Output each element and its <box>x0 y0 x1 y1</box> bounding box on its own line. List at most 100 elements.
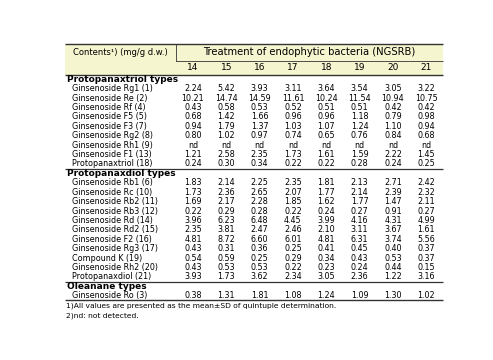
Text: 0.51: 0.51 <box>317 103 335 112</box>
Text: Protopanaxdiol types: Protopanaxdiol types <box>67 169 176 178</box>
Text: 0.34: 0.34 <box>251 159 268 168</box>
Text: nd: nd <box>321 141 331 150</box>
Bar <box>65 75 443 301</box>
Text: 2.42: 2.42 <box>418 178 435 187</box>
Text: 2.35: 2.35 <box>284 178 302 187</box>
Text: 1.07: 1.07 <box>317 122 335 131</box>
Text: Ginsenoside Rb1 (6): Ginsenoside Rb1 (6) <box>71 178 152 187</box>
Text: 0.53: 0.53 <box>384 253 402 262</box>
Text: 2.35: 2.35 <box>184 225 202 234</box>
Text: 1.02: 1.02 <box>418 291 435 300</box>
Text: 0.51: 0.51 <box>351 103 368 112</box>
Text: 0.94: 0.94 <box>418 122 435 131</box>
Text: 1.10: 1.10 <box>384 122 402 131</box>
Text: 1.77: 1.77 <box>351 197 368 206</box>
Text: 3.22: 3.22 <box>418 84 435 93</box>
Text: Protopanaxtriol (18): Protopanaxtriol (18) <box>71 159 152 168</box>
Text: 3.99: 3.99 <box>317 216 335 225</box>
Text: 3.16: 3.16 <box>418 273 435 282</box>
Text: 0.94: 0.94 <box>184 122 202 131</box>
Text: 0.34: 0.34 <box>317 253 335 262</box>
Text: 0.38: 0.38 <box>184 291 202 300</box>
Text: 1.21: 1.21 <box>184 150 202 159</box>
Text: 10.94: 10.94 <box>382 94 404 103</box>
Text: 2.07: 2.07 <box>284 188 302 197</box>
Text: 0.24: 0.24 <box>317 207 335 216</box>
Text: Treatment of endophytic bacteria (NGSRB): Treatment of endophytic bacteria (NGSRB) <box>204 48 416 58</box>
Text: 3.54: 3.54 <box>351 84 368 93</box>
Text: 0.96: 0.96 <box>317 112 335 121</box>
Text: 0.40: 0.40 <box>384 244 402 253</box>
Text: 1.30: 1.30 <box>384 291 402 300</box>
Text: 3.11: 3.11 <box>351 225 368 234</box>
Text: nd: nd <box>288 141 298 150</box>
Text: 19: 19 <box>354 63 365 72</box>
Text: 2.13: 2.13 <box>351 178 368 187</box>
Text: 0.28: 0.28 <box>351 159 368 168</box>
Text: 0.96: 0.96 <box>284 112 302 121</box>
Text: 10.24: 10.24 <box>315 94 338 103</box>
Text: 0.36: 0.36 <box>251 244 268 253</box>
Text: 1.18: 1.18 <box>351 112 368 121</box>
Text: 2.11: 2.11 <box>418 197 435 206</box>
Text: Ginsenoside Rb2 (11): Ginsenoside Rb2 (11) <box>71 197 158 206</box>
Text: 0.23: 0.23 <box>317 263 335 272</box>
Text: Protopanaxtriol types: Protopanaxtriol types <box>67 75 178 84</box>
Text: 2.10: 2.10 <box>317 225 335 234</box>
Text: 2.17: 2.17 <box>217 197 235 206</box>
Text: 3.62: 3.62 <box>251 273 268 282</box>
Text: Ginsenoside Rc (10): Ginsenoside Rc (10) <box>71 188 152 197</box>
Bar <box>65 61 443 75</box>
Text: 2.47: 2.47 <box>251 225 269 234</box>
Text: 1.45: 1.45 <box>418 150 435 159</box>
Text: 2.65: 2.65 <box>251 188 269 197</box>
Text: 0.43: 0.43 <box>184 103 202 112</box>
Text: 1.79: 1.79 <box>217 122 235 131</box>
Text: Ginsenoside Rg1 (1): Ginsenoside Rg1 (1) <box>71 84 152 93</box>
Text: 2.36: 2.36 <box>351 273 368 282</box>
Text: 2.32: 2.32 <box>418 188 435 197</box>
Text: 3.64: 3.64 <box>317 84 335 93</box>
Text: 0.24: 0.24 <box>351 263 368 272</box>
Text: Ginsenoside F1 (13): Ginsenoside F1 (13) <box>71 150 151 159</box>
Text: Ginsenoside Ro (3): Ginsenoside Ro (3) <box>71 291 147 300</box>
Text: 2.39: 2.39 <box>384 188 402 197</box>
Text: 0.84: 0.84 <box>384 131 402 140</box>
Text: 0.58: 0.58 <box>217 103 235 112</box>
Text: Ginsenoside Rf (4): Ginsenoside Rf (4) <box>71 103 145 112</box>
Text: Ginsenoside F3 (7): Ginsenoside F3 (7) <box>71 122 146 131</box>
Text: 11.61: 11.61 <box>282 94 304 103</box>
Text: 0.91: 0.91 <box>384 207 402 216</box>
Text: Compound K (19): Compound K (19) <box>71 253 142 262</box>
Text: 0.44: 0.44 <box>384 263 402 272</box>
Text: 0.68: 0.68 <box>418 131 435 140</box>
Text: Ginsenoside Rh1 (9): Ginsenoside Rh1 (9) <box>71 141 152 150</box>
Text: 1.22: 1.22 <box>384 273 402 282</box>
Text: 1.09: 1.09 <box>351 291 368 300</box>
Text: 0.80: 0.80 <box>184 131 202 140</box>
Text: 3.74: 3.74 <box>384 235 402 244</box>
Text: 1)All values are presented as the mean±SD of quintuple determination.: 1)All values are presented as the mean±S… <box>66 303 336 309</box>
Text: 0.22: 0.22 <box>284 263 302 272</box>
Text: Ginsenoside Rg3 (17): Ginsenoside Rg3 (17) <box>71 244 158 253</box>
Text: 2.34: 2.34 <box>284 273 302 282</box>
Text: 17: 17 <box>287 63 299 72</box>
Text: 0.65: 0.65 <box>317 131 335 140</box>
Text: 1.02: 1.02 <box>217 131 235 140</box>
Text: 1.61: 1.61 <box>317 150 335 159</box>
Text: 3.93: 3.93 <box>184 273 202 282</box>
Text: 2.14: 2.14 <box>217 178 235 187</box>
Text: 15: 15 <box>220 63 232 72</box>
Text: 1.24: 1.24 <box>317 291 335 300</box>
Text: 0.28: 0.28 <box>251 207 268 216</box>
Text: 1.61: 1.61 <box>418 225 435 234</box>
Text: nd: nd <box>254 141 265 150</box>
Text: 1.73: 1.73 <box>184 188 202 197</box>
Text: 6.01: 6.01 <box>284 235 302 244</box>
Text: 1.73: 1.73 <box>284 150 302 159</box>
Text: 14.59: 14.59 <box>248 94 271 103</box>
Text: nd: nd <box>388 141 398 150</box>
Text: 1.81: 1.81 <box>251 291 268 300</box>
Text: 0.52: 0.52 <box>284 103 302 112</box>
Text: 1.85: 1.85 <box>284 197 302 206</box>
